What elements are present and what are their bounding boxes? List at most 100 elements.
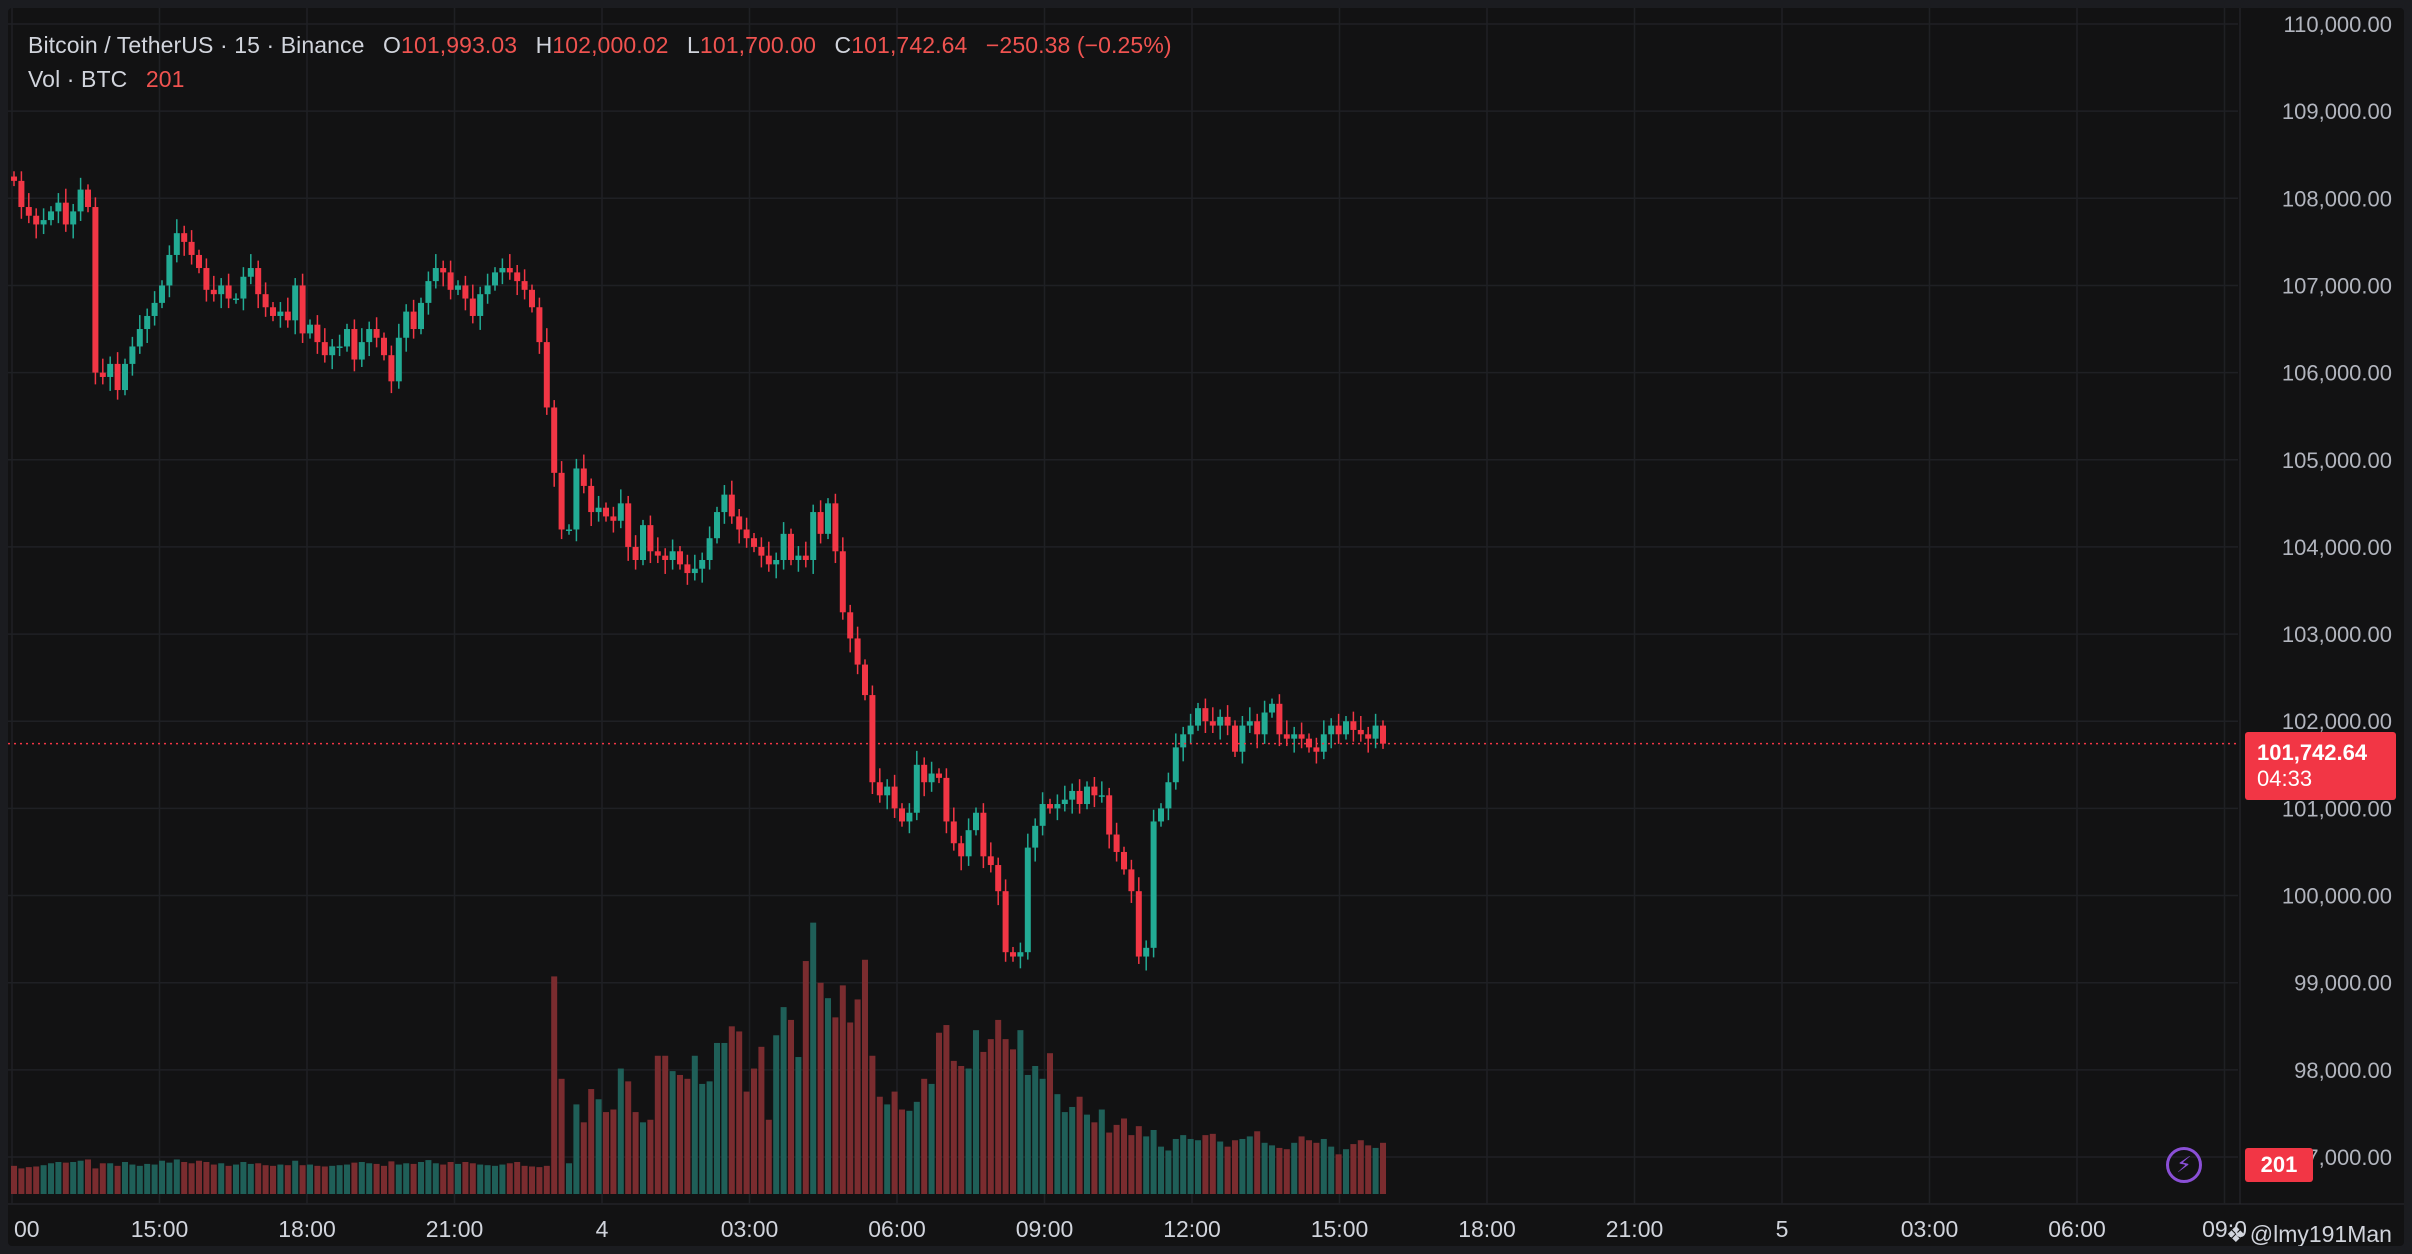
change-value: −250.38 (−0.25%) bbox=[985, 32, 1172, 58]
candle-body bbox=[950, 821, 957, 844]
candle-body bbox=[780, 533, 787, 560]
candle-body bbox=[1187, 725, 1194, 735]
volume-bar bbox=[995, 1019, 1002, 1194]
volume-bar bbox=[943, 1025, 950, 1194]
candle-body bbox=[721, 494, 728, 513]
volume-bar bbox=[188, 1163, 195, 1194]
candle-body bbox=[566, 529, 572, 531]
volume-bar bbox=[913, 1101, 920, 1194]
candle-body bbox=[1269, 703, 1275, 713]
volume-bar bbox=[973, 1030, 979, 1194]
volume-bar bbox=[714, 1042, 720, 1194]
volume-bar bbox=[684, 1078, 691, 1194]
candle-body bbox=[1128, 869, 1135, 892]
volume-bar bbox=[1061, 1112, 1068, 1194]
volume-bar bbox=[529, 1166, 535, 1194]
volume-bar bbox=[314, 1165, 321, 1194]
volume-bar bbox=[721, 1042, 728, 1194]
candle-body bbox=[425, 281, 432, 303]
last-price-value: 101,742.64 bbox=[2257, 740, 2368, 765]
volume-bar bbox=[906, 1110, 913, 1194]
volume-bar bbox=[884, 1104, 891, 1194]
candle-body bbox=[321, 342, 328, 356]
candle-body bbox=[99, 372, 106, 377]
volume-bar bbox=[196, 1160, 202, 1194]
candlestick-chart[interactable]: 110,000.00 109,000.00 108,000.00 107,000.00… bbox=[8, 8, 2404, 1246]
volume-bar bbox=[270, 1165, 276, 1194]
volume-bar bbox=[1069, 1106, 1076, 1194]
volume-bar bbox=[11, 1165, 17, 1194]
volume-bar bbox=[477, 1164, 484, 1194]
volume-bar bbox=[1328, 1146, 1335, 1194]
volume-bar bbox=[1380, 1142, 1386, 1194]
candle-body bbox=[181, 233, 188, 242]
volume-bar bbox=[151, 1164, 158, 1194]
volume-bar bbox=[980, 1051, 987, 1194]
volume-bar bbox=[292, 1160, 299, 1194]
candle-body bbox=[1239, 725, 1246, 752]
volume-bar bbox=[876, 1096, 883, 1194]
candle-body bbox=[751, 538, 757, 547]
volume-bar bbox=[514, 1162, 521, 1194]
volume-bar bbox=[736, 1031, 743, 1194]
x-tick-label: 09:00 bbox=[1016, 1216, 1074, 1242]
volume-bar bbox=[203, 1162, 210, 1194]
symbol-label[interactable]: Bitcoin / TetherUS · 15 · Binance bbox=[28, 32, 365, 58]
candle-body bbox=[1261, 712, 1268, 735]
candle-body bbox=[1135, 891, 1142, 957]
candle-body bbox=[980, 812, 987, 857]
candle-body bbox=[144, 315, 151, 330]
volume-bar bbox=[440, 1164, 447, 1194]
volume-bar bbox=[499, 1164, 506, 1194]
volume-bar bbox=[1195, 1140, 1201, 1194]
candle-body bbox=[876, 782, 883, 796]
volume-bar bbox=[33, 1166, 40, 1194]
candle-body bbox=[1276, 703, 1283, 735]
candle-body bbox=[122, 363, 128, 391]
volume-bar bbox=[388, 1161, 395, 1194]
volume-bar bbox=[640, 1122, 646, 1194]
volume-bar bbox=[469, 1163, 476, 1194]
volume-bar bbox=[18, 1168, 25, 1194]
y-tick-label: 100,000.00 bbox=[2282, 884, 2392, 909]
candle-body bbox=[11, 176, 17, 181]
candle-body bbox=[299, 285, 306, 334]
candle-body bbox=[329, 346, 336, 356]
volume-bar bbox=[1135, 1126, 1142, 1194]
low-label: L bbox=[687, 32, 700, 58]
volume-bar bbox=[77, 1160, 84, 1194]
volume-bar bbox=[921, 1078, 928, 1194]
volume-bar bbox=[1335, 1154, 1342, 1194]
candle-body bbox=[395, 337, 402, 382]
lightning-icon[interactable]: ⚡ bbox=[2166, 1147, 2202, 1183]
y-tick-label: 107,000.00 bbox=[2282, 273, 2392, 298]
volume-bar bbox=[536, 1167, 543, 1194]
candle-body bbox=[1039, 804, 1046, 826]
candle-body bbox=[669, 551, 676, 560]
candle-body bbox=[114, 363, 121, 391]
chart-area[interactable]: 110,000.00 109,000.00 108,000.00 107,000.00… bbox=[8, 8, 2404, 1246]
volume-bar bbox=[558, 1078, 565, 1194]
candle-body bbox=[906, 812, 913, 822]
y-tick-label: 109,000.00 bbox=[2282, 99, 2392, 124]
candle-body bbox=[388, 355, 395, 382]
candle-body bbox=[936, 773, 942, 778]
x-tick-label: 03:00 bbox=[721, 1216, 779, 1242]
low-value: 101,700.00 bbox=[699, 32, 817, 58]
volume-label[interactable]: Vol · BTC bbox=[28, 66, 128, 92]
candle-body bbox=[573, 468, 580, 530]
volume-bar bbox=[773, 1035, 780, 1194]
candle-body bbox=[447, 272, 454, 290]
volume-bar bbox=[1158, 1146, 1164, 1194]
candle-body bbox=[1150, 821, 1157, 948]
volume-bar bbox=[706, 1081, 713, 1194]
x-tick-label: 03:00 bbox=[1901, 1216, 1959, 1242]
volume-bar bbox=[669, 1071, 676, 1194]
candle-body bbox=[218, 285, 225, 295]
volume-bar bbox=[1047, 1053, 1053, 1194]
volume-bar bbox=[462, 1162, 469, 1194]
volume-bar bbox=[551, 976, 558, 1194]
volume-legend: Vol · BTC 201 bbox=[28, 66, 185, 93]
ohlc-legend: Bitcoin / TetherUS · 15 · Binance O101,9… bbox=[28, 32, 1172, 59]
candle-body bbox=[1306, 738, 1312, 748]
